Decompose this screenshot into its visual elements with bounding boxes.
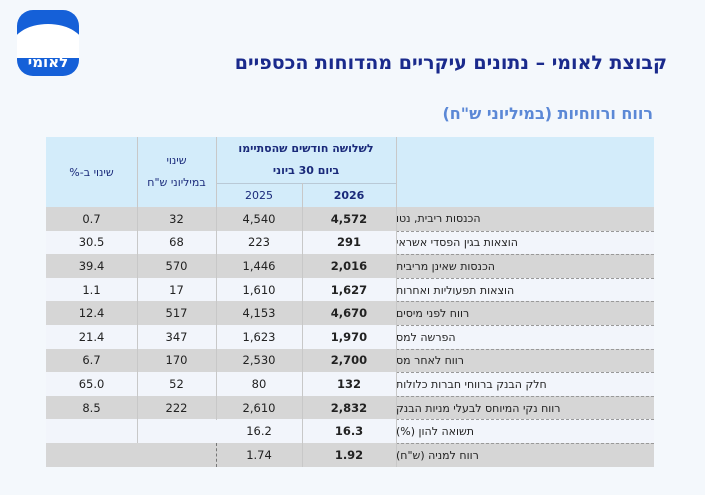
column-divider xyxy=(396,137,397,467)
cell-current: 291 xyxy=(336,235,361,250)
cell-change xyxy=(137,419,216,443)
table-row: 1.1 17 1,610 1,627 הוצאות תפעוליות ואחרות xyxy=(46,277,654,302)
cell-pct: 6.7 xyxy=(82,353,101,368)
cell-change: 68 xyxy=(169,235,184,250)
cell-label: הוצאות בגין הפסדי אשראי xyxy=(396,230,654,255)
logo-arc xyxy=(17,24,79,58)
financial-data-table: שינוי ב-% שינוי במיליוני ש"ח לשלושה חודש… xyxy=(46,137,654,467)
cell-prior: 1,610 xyxy=(242,282,276,297)
cell-prior: 1.74 xyxy=(246,447,272,462)
cell-label: רווח לפני מיסים xyxy=(396,301,654,325)
cell-pct: 1.1 xyxy=(82,282,101,297)
cell-current: 16.3 xyxy=(334,424,364,439)
cell-change: 570 xyxy=(165,258,188,273)
header-year-prior: 2025 xyxy=(216,183,302,207)
cell-current: 132 xyxy=(336,376,361,391)
cell-prior: 4,153 xyxy=(242,306,276,321)
header-period-line2: ביום 30 ביוני xyxy=(272,164,340,177)
cell-label: רווח לאחר מס xyxy=(396,348,654,373)
cell-prior: 223 xyxy=(248,235,270,250)
cell-prior: 1,623 xyxy=(242,329,276,344)
cell-change: 170 xyxy=(165,353,188,368)
cell-current: 2,700 xyxy=(330,353,368,368)
cell-label: הכנסות שאינן מריבית xyxy=(396,254,654,278)
cell-change: 17 xyxy=(169,282,184,297)
leumi-logo: לאומי xyxy=(17,10,79,76)
cell-label: רווח נקי המיוחס לבעלי מניות הבנק xyxy=(396,395,654,420)
table-row: 0.7 32 4,540 4,572 הכנסות ריבית, נטו xyxy=(46,207,654,231)
cell-prior: 80 xyxy=(251,376,267,391)
column-divider xyxy=(302,183,303,467)
cell-pct xyxy=(46,443,137,467)
cell-label: תשואה להון (%) xyxy=(396,419,654,443)
header-change-amount: שינוי במיליוני ש"ח xyxy=(137,137,216,207)
header-label-blank xyxy=(396,137,654,207)
header-change-amount-line2: במיליוני ש"ח xyxy=(147,176,206,189)
cell-change: 517 xyxy=(165,306,188,321)
cell-change: 222 xyxy=(165,400,188,415)
cell-pct: 39.4 xyxy=(78,258,105,273)
cell-prior: 4,540 xyxy=(242,211,276,226)
header-change-pct-label: שינוי ב-% xyxy=(69,165,114,179)
cell-prior: 1,446 xyxy=(242,258,276,273)
cell-current: 2,832 xyxy=(330,400,368,415)
table-row: 12.4 517 4,153 4,670 רווח לפני מיסים xyxy=(46,301,654,325)
cell-label: הוצאות תפעוליות ואחרות xyxy=(396,277,654,302)
table-row: 39.4 570 1,446 2,016 הכנסות שאינן מריבית xyxy=(46,254,654,278)
cell-change: 32 xyxy=(169,211,184,226)
cell-pct: 12.4 xyxy=(78,306,105,321)
cell-label: חלק הבנק ברווחי חברות כלולות xyxy=(396,372,654,396)
table-row: 30.5 68 223 291 הוצאות בגין הפסדי אשראי xyxy=(46,230,654,255)
cell-current: 4,670 xyxy=(330,306,368,321)
cell-pct: 30.5 xyxy=(78,235,105,250)
cell-pct: 65.0 xyxy=(78,376,105,391)
cell-change: 347 xyxy=(165,329,188,344)
cell-current: 1,970 xyxy=(330,329,368,344)
cell-current: 1,627 xyxy=(330,282,368,297)
column-divider xyxy=(137,137,138,443)
cell-pct: 0.7 xyxy=(82,211,101,226)
cell-pct xyxy=(46,419,137,443)
cell-label: הכנסות ריבית, נטו xyxy=(396,212,481,226)
logo-text: לאומי xyxy=(27,53,69,71)
header-period: לשלושה חודשים שהסתיימו ביום 30 ביוני xyxy=(216,137,396,183)
cell-change xyxy=(137,443,216,467)
cell-current: 2,016 xyxy=(330,258,368,273)
section-subtitle: רווח ורווחיות (במיליוני ש"ח) xyxy=(442,104,653,123)
header-period-line1: לשלושה חודשים שהסתיימו xyxy=(238,142,374,155)
cell-current: 4,572 xyxy=(330,211,368,226)
table-row: 6.7 170 2,530 2,700 רווח לאחר מס xyxy=(46,348,654,373)
table-row: 65.0 52 80 132 חלק הבנק ברווחי חברות כלולות xyxy=(46,372,654,396)
table-row: 21.4 347 1,623 1,970 הפרשה למס xyxy=(46,325,654,349)
header-change-amount-line1: שינוי xyxy=(166,154,187,167)
cell-pct: 8.5 xyxy=(82,400,101,415)
header-year-current: 2026 xyxy=(302,183,396,207)
header-change-pct: שינוי ב-% xyxy=(46,137,137,207)
dashed-divider xyxy=(216,443,217,467)
cell-change: 52 xyxy=(169,376,184,391)
cell-prior: 2,610 xyxy=(242,400,276,415)
table-row: 16.2 16.3 תשואה להון (%) xyxy=(46,419,654,443)
cell-label: רווח למניה (ש"ח) xyxy=(396,443,654,467)
table-row: 8.5 222 2,610 2,832 רווח נקי המיוחס לבעלי מנ… xyxy=(46,395,654,420)
cell-prior: 16.2 xyxy=(246,424,272,439)
cell-prior: 2,530 xyxy=(242,353,276,368)
table-row: 1.74 1.92 רווח למניה (ש"ח) xyxy=(46,443,654,467)
cell-pct: 21.4 xyxy=(78,329,105,344)
column-divider xyxy=(216,137,217,420)
cell-label: הפרשה למס xyxy=(396,325,654,349)
page-title: קבוצת לאומי – נתונים עיקריים מהדוחות הכס… xyxy=(234,52,667,74)
cell-current: 1.92 xyxy=(334,447,364,462)
